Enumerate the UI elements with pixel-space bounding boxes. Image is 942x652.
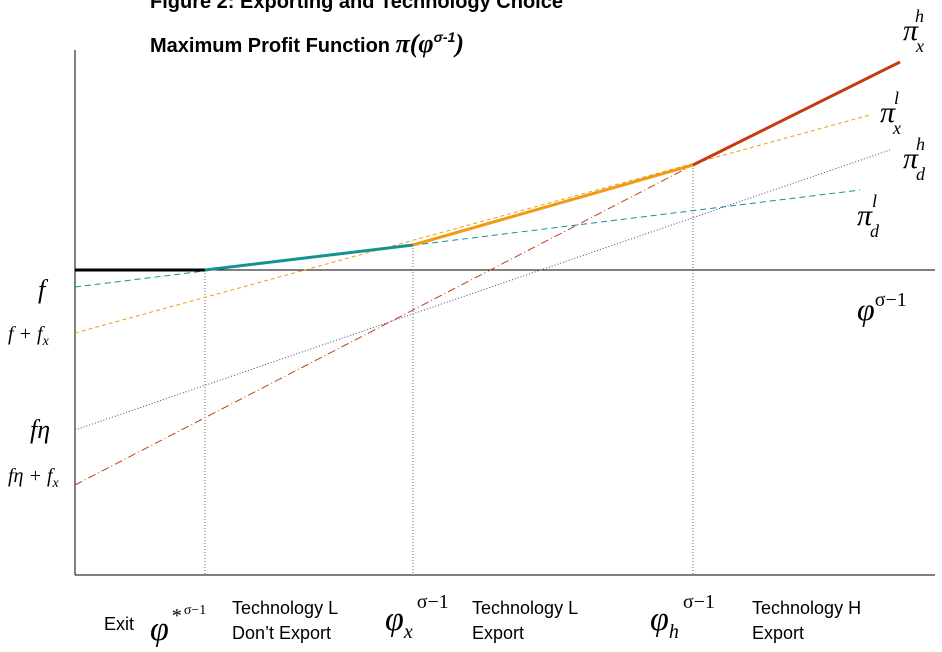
intercept-label: f bbox=[38, 275, 49, 304]
title-math: π(φ bbox=[396, 29, 434, 58]
curve-label: πdl bbox=[857, 191, 880, 241]
label-part: h bbox=[916, 134, 925, 154]
threshold: φxσ−1 bbox=[385, 591, 449, 643]
label-part: σ−1 bbox=[417, 591, 449, 613]
curve-label: πxl bbox=[880, 88, 901, 138]
region-label: Technology L bbox=[232, 598, 338, 618]
region-label: Technology H bbox=[752, 598, 861, 618]
region-label: Don’t Export bbox=[232, 623, 331, 643]
label-part: π bbox=[903, 14, 919, 47]
label-part: φ bbox=[857, 291, 875, 327]
title: Maximum Profit Function π(φσ-1) bbox=[150, 29, 464, 58]
label-part: π bbox=[857, 199, 873, 232]
label-part: π bbox=[903, 142, 919, 175]
profit-lines bbox=[74, 114, 891, 486]
axes bbox=[74, 50, 935, 576]
label-part: d bbox=[916, 164, 926, 184]
guides bbox=[204, 165, 694, 575]
label-part: x bbox=[52, 476, 60, 491]
label-part: π bbox=[880, 96, 896, 129]
label-part: l bbox=[872, 191, 877, 211]
axis-label: φσ−1 bbox=[857, 289, 907, 327]
label-part: σ−1 bbox=[875, 289, 907, 311]
label-part: l bbox=[894, 88, 899, 108]
label-part: x bbox=[42, 334, 50, 349]
region-label: Technology L bbox=[472, 598, 578, 618]
exit-label: Exit bbox=[104, 614, 134, 634]
title: Figure 2: Exporting and Technology Choic… bbox=[150, 0, 563, 13]
region-label: Export bbox=[472, 623, 524, 643]
intercept-label: fη bbox=[30, 415, 50, 444]
intercept-label: f + fx bbox=[8, 323, 50, 349]
threshold: φ * σ−1 bbox=[150, 603, 206, 648]
label-part: f + f bbox=[8, 323, 45, 345]
label-part: * bbox=[172, 605, 182, 627]
label-part: x bbox=[892, 118, 901, 138]
label-part: σ−1 bbox=[184, 603, 206, 618]
label-part: φ bbox=[385, 601, 404, 638]
label-part: h bbox=[915, 6, 924, 26]
label-part: d bbox=[870, 221, 880, 241]
title-sup: σ-1 bbox=[434, 29, 456, 45]
label-part: φ bbox=[150, 611, 169, 648]
title-text: Maximum Profit Function bbox=[150, 35, 396, 57]
curve-label: πxh bbox=[903, 6, 924, 56]
region-label: Export bbox=[752, 623, 804, 643]
label-part: x bbox=[915, 36, 924, 56]
intercept-label: fη + fx bbox=[8, 465, 60, 491]
label-part: x bbox=[403, 621, 413, 643]
envelope bbox=[75, 60, 901, 272]
curve-label: πdh bbox=[903, 134, 926, 184]
label-part: h bbox=[669, 621, 679, 643]
title-close: ) bbox=[453, 29, 464, 58]
threshold: φhσ−1 bbox=[650, 591, 715, 643]
label-part: fη + f bbox=[8, 465, 55, 487]
label-part: φ bbox=[650, 601, 669, 638]
label-part: σ−1 bbox=[683, 591, 715, 613]
